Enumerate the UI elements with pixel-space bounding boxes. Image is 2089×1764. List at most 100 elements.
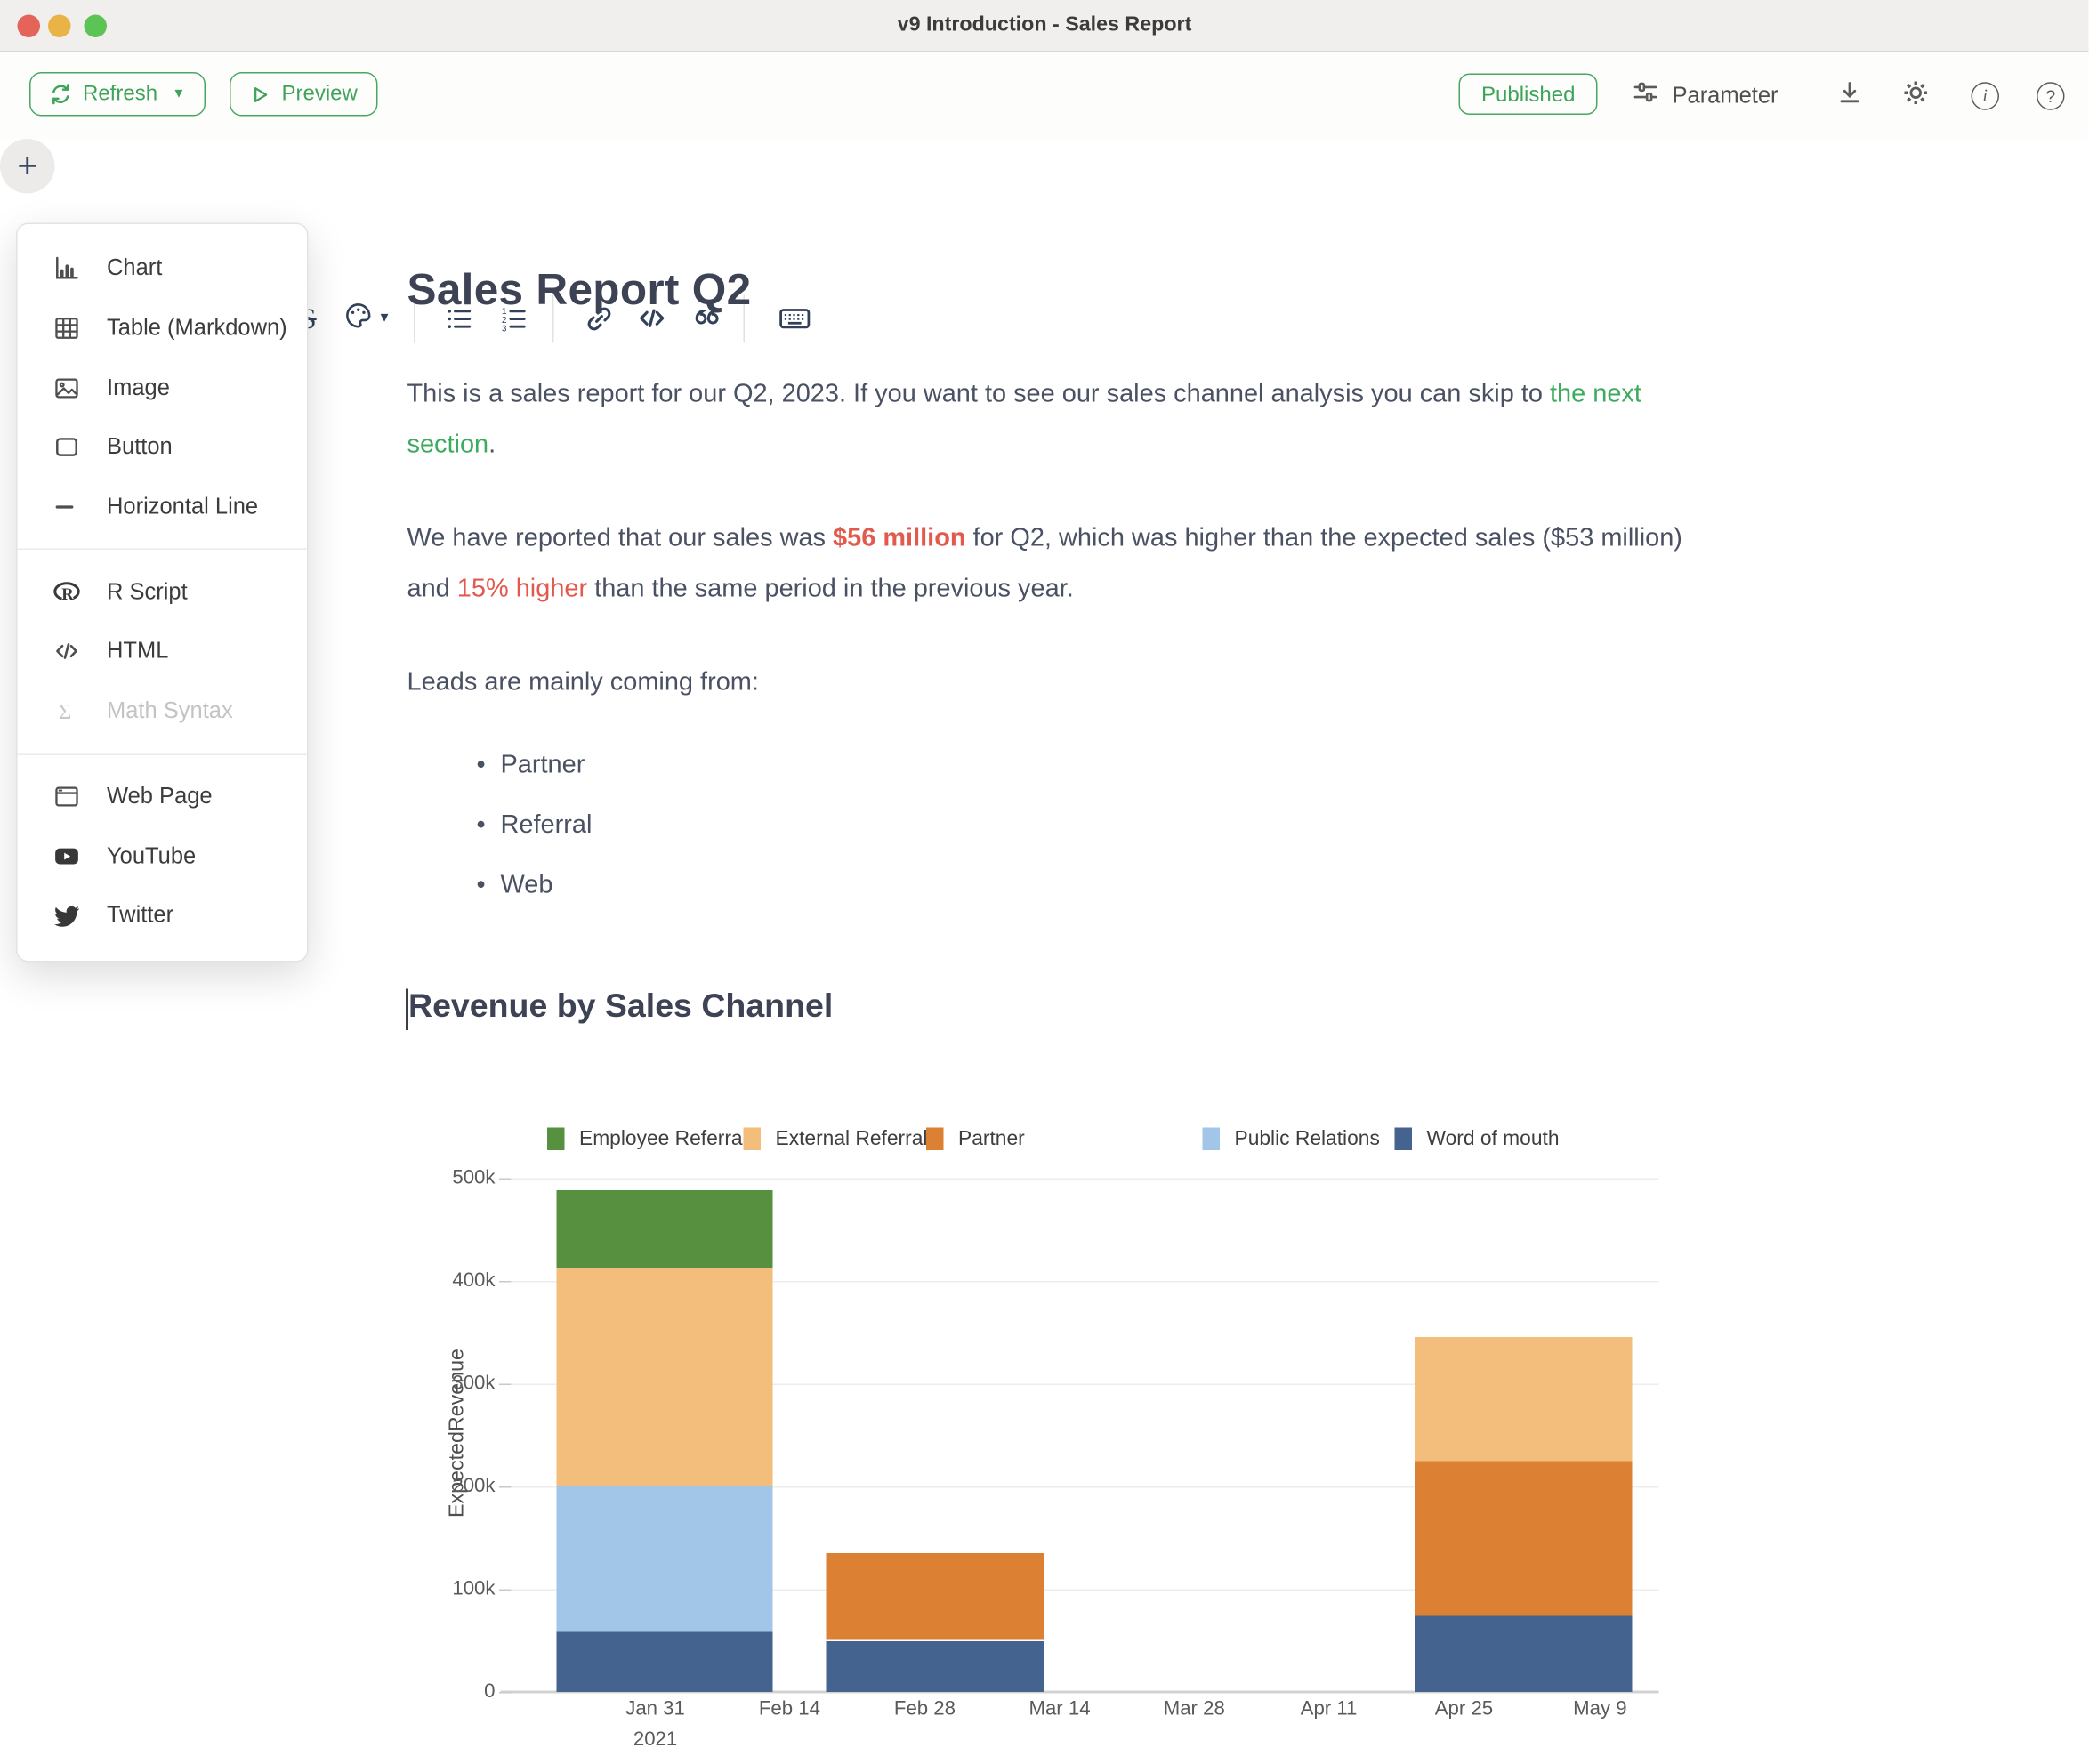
legend-item-label[interactable]: Public Relations: [1234, 1127, 1380, 1150]
menu-item-youtube[interactable]: YouTube: [18, 826, 308, 886]
y-tick-mark: [499, 1280, 512, 1283]
inline-link[interactable]: the next section: [407, 380, 1641, 459]
y-tick-label: 0: [484, 1681, 496, 1703]
web-page-icon: [52, 782, 82, 811]
chevron-down-icon: ▼: [172, 86, 186, 102]
menu-item-r-script[interactable]: R R Script: [18, 562, 308, 622]
svg-text:1: 1: [502, 306, 507, 316]
y-axis-label: ExpectedRevenue: [446, 1349, 469, 1518]
menu-item-label: Image: [107, 375, 170, 400]
menu-divider: [17, 549, 307, 551]
bar-segment-external-referral[interactable]: [555, 1267, 774, 1486]
gear-icon[interactable]: [1900, 77, 1932, 114]
x-tick-label: Mar 14: [1028, 1698, 1091, 1720]
text-run: 15% higher: [456, 574, 588, 603]
legend-swatch[interactable]: [1202, 1127, 1220, 1150]
x-axis-line: [500, 1690, 1659, 1694]
menu-item-button[interactable]: Button: [18, 418, 308, 478]
text-run: .: [488, 430, 496, 459]
download-icon[interactable]: [1835, 77, 1865, 114]
bullet-list-button[interactable]: [437, 278, 482, 359]
refresh-icon: [50, 83, 73, 106]
bar-segment-public-relations[interactable]: [555, 1486, 774, 1631]
legend-item-label[interactable]: External Referral: [775, 1127, 928, 1150]
numbered-list-icon: 123: [502, 306, 526, 334]
palette-icon: [343, 300, 375, 337]
bar-segment-partner[interactable]: [827, 1553, 1044, 1641]
window-zoom-button[interactable]: [83, 13, 107, 37]
menu-divider: [17, 753, 307, 755]
menu-item-twitter[interactable]: Twitter: [18, 886, 308, 946]
svg-text:3: 3: [502, 324, 507, 334]
menu-item-label: Twitter: [107, 902, 174, 928]
bar-segment-word-of-mouth[interactable]: [1414, 1615, 1633, 1692]
bullet-list: PartnerReferralWeb: [407, 736, 593, 916]
paragraph: This is a sales report for our Q2, 2023.…: [407, 370, 1699, 471]
legend-item-label[interactable]: Partner: [958, 1127, 1025, 1150]
gridline: [512, 1486, 1659, 1488]
legend-item-label[interactable]: Word of mouth: [1426, 1127, 1560, 1150]
menu-item-web-page[interactable]: Web Page: [18, 767, 308, 826]
y-tick-label: 100k: [452, 1578, 496, 1600]
code-icon: [52, 637, 82, 666]
legend-item-label[interactable]: Employee Referral: [579, 1127, 747, 1150]
parameter-button[interactable]: Parameter: [1631, 52, 1778, 140]
insert-dropdown-menu: Chart Table (Markdown) Image Button Horizont…: [16, 222, 309, 962]
horizontal-line-icon: [52, 493, 82, 522]
quote-icon: [694, 310, 720, 325]
published-status-badge[interactable]: Published: [1458, 73, 1598, 115]
x-tick-label: May 9: [1573, 1698, 1627, 1720]
legend-swatch[interactable]: [743, 1127, 761, 1150]
bar-segment-employee-referral[interactable]: [555, 1190, 774, 1268]
y-tick-label: 300k: [452, 1373, 496, 1395]
refresh-button[interactable]: Refresh ▼: [29, 72, 206, 117]
legend-swatch[interactable]: [1394, 1127, 1412, 1150]
menu-item-chart[interactable]: Chart: [18, 239, 308, 299]
text-run: for Q2, which was higher than the expect…: [407, 524, 1682, 603]
y-tick-mark: [499, 1177, 512, 1180]
published-label: Published: [1481, 84, 1576, 108]
insert-plus-button[interactable]: +: [0, 139, 55, 194]
bullet-list-icon: [448, 309, 472, 328]
window-minimize-button[interactable]: [48, 13, 71, 37]
code-button[interactable]: [627, 278, 675, 359]
top-toolbar: Refresh ▼ Preview Published Parameter i …: [0, 52, 2089, 141]
x-tick-label: Feb 28: [893, 1698, 956, 1720]
preview-button[interactable]: Preview: [230, 72, 378, 117]
y-tick-label: 400k: [452, 1270, 496, 1292]
youtube-icon: [52, 841, 82, 872]
image-icon: [52, 374, 82, 403]
legend-swatch[interactable]: [926, 1127, 943, 1150]
x-tick-label: Mar 28: [1163, 1698, 1225, 1720]
text-color-button[interactable]: ▼: [338, 278, 397, 359]
list-item: Partner: [407, 736, 593, 796]
y-tick-mark: [499, 1382, 512, 1385]
bar-segment-external-referral[interactable]: [1414, 1337, 1633, 1462]
menu-item-table-markdown[interactable]: Table (Markdown): [18, 299, 308, 358]
gridline: [512, 1281, 1659, 1283]
bar-segment-word-of-mouth[interactable]: [555, 1631, 774, 1692]
y-tick-mark: [499, 1588, 512, 1591]
toolbar-divider: [552, 294, 554, 343]
window-close-button[interactable]: [16, 13, 40, 37]
menu-item-html[interactable]: HTML: [18, 622, 308, 681]
menu-item-horizontal-line[interactable]: Horizontal Line: [18, 478, 308, 537]
bar-segment-word-of-mouth[interactable]: [827, 1640, 1044, 1692]
text-run: $56 million: [833, 524, 966, 553]
button-icon: [52, 433, 82, 463]
bar-segment-partner[interactable]: [1414, 1461, 1633, 1616]
keyboard-shortcuts-button[interactable]: [768, 278, 821, 359]
menu-item-image[interactable]: Image: [18, 358, 308, 418]
toolbar-divider: [414, 294, 415, 343]
help-icon[interactable]: ?: [2037, 81, 2065, 109]
table-icon: [52, 314, 82, 343]
gridline: [512, 1383, 1659, 1385]
menu-item-label: Math Syntax: [107, 697, 233, 724]
blockquote-button[interactable]: [681, 278, 729, 359]
legend-swatch[interactable]: [547, 1127, 564, 1150]
x-tick-sublabel: 2021: [633, 1729, 678, 1751]
link-button[interactable]: [577, 278, 622, 359]
info-icon[interactable]: i: [1971, 81, 1999, 109]
